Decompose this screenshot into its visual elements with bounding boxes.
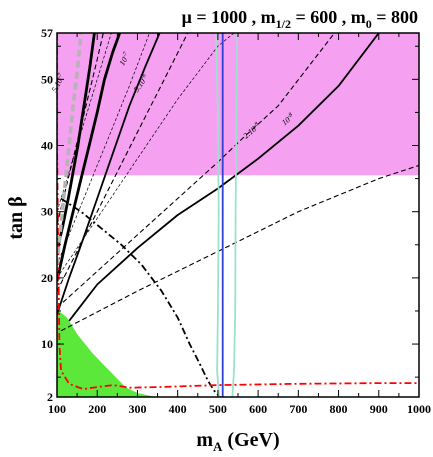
contour-label-2: 10-7 [117,50,132,67]
contour-label-3: 10-8 [280,112,296,127]
x-tick-label-600: 600 [249,402,267,416]
series-line-15 [231,33,239,397]
x-tick-label-500: 500 [209,402,227,416]
chart-title: μ = 1000 , m1/2 = 600 , m0 = 800 [182,7,418,31]
title-mhalf-val: = 600 , m [291,7,366,27]
x-axis-title-main: m [196,429,213,451]
y-tick-label-30: 30 [41,205,53,219]
title-m0-val: = 800 [372,7,418,27]
y-tick-label-40: 40 [41,139,53,153]
region-upper-excluded [57,33,419,176]
series-line-2 [57,33,161,315]
series-line-12 [57,33,419,390]
x-axis-title: mA (GeV) [196,429,279,454]
y-tick-label-2: 2 [47,390,53,404]
regions-layer [57,33,419,397]
series-line-10 [57,33,235,279]
y-tick-label-20: 20 [41,271,53,285]
series-line-6 [57,33,335,309]
y-tick-label-50: 50 [41,72,53,86]
x-tick-label-300: 300 [128,402,146,416]
series-line-8 [57,33,112,212]
x-tick-label-100: 100 [48,402,66,416]
title-m0-sub: 0 [366,17,372,31]
y-tick-label-10: 10 [41,337,53,351]
series-layer [57,33,419,397]
y-tick-label-57: 57 [41,26,53,40]
x-axis-title-sub: A [213,439,223,454]
title-mu: μ = 1000 , m [182,7,276,27]
series-line-14 [215,33,220,397]
region-lower-left-excluded [57,309,156,397]
series-line-11 [60,197,221,397]
series-line-5 [57,33,189,292]
x-tick-label-800: 800 [330,402,348,416]
x-axis-title-rest: (GeV) [222,429,279,451]
x-tick-label-900: 900 [370,402,388,416]
series-line-13 [57,33,83,265]
ticks-layer: 100 200 300 400 500 600 700 800 900 1000 2 10 20 30 40… [41,26,431,416]
title-mhalf-sub: 1/2 [276,17,291,31]
x-tick-label-700: 700 [289,402,307,416]
x-tick-label-200: 200 [88,402,106,416]
series-line-4 [57,33,104,226]
x-tick-label-400: 400 [169,402,187,416]
series-line-9 [57,33,150,265]
series-line-7 [60,164,419,332]
x-tick-label-1000: 1000 [407,402,431,416]
series-line-0 [57,33,96,252]
y-axis-title: tan β [5,196,27,239]
series-line-1 [57,33,122,282]
